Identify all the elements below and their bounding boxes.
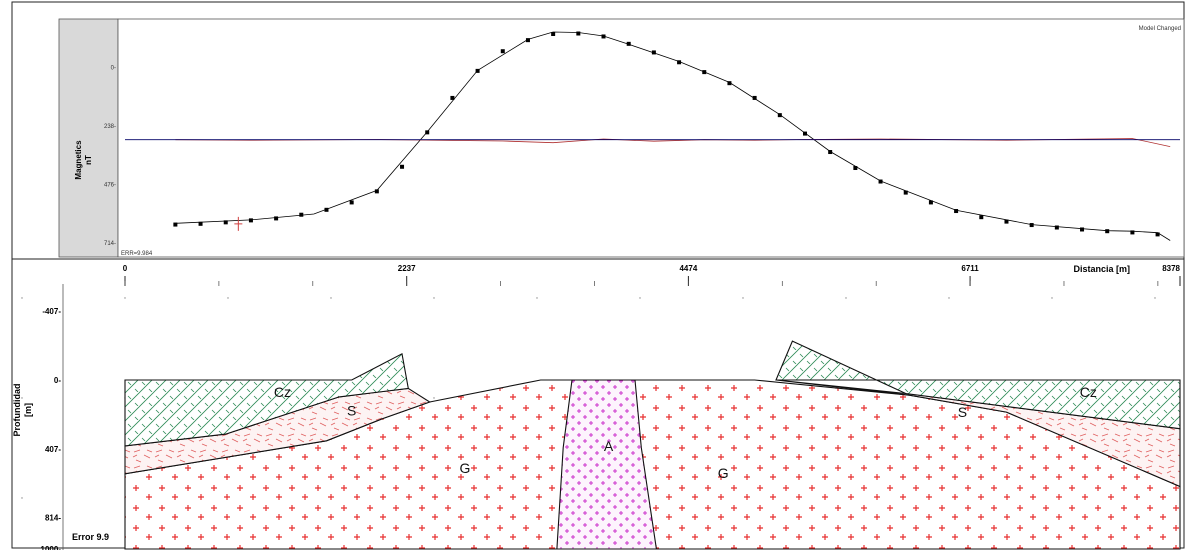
observed-point (979, 215, 984, 220)
observed-point (802, 131, 807, 136)
magnetics-axis-unit: nT (84, 155, 93, 165)
magnetics-y-tick-label: 476- (104, 182, 116, 188)
observed-point (500, 49, 505, 54)
observed-point (928, 200, 933, 205)
distance-axis-title: Distancia [m] (1073, 264, 1130, 274)
observed-point (274, 216, 279, 221)
observed-point (374, 189, 379, 194)
grid-dot (742, 297, 744, 299)
body-label-a: A (604, 438, 614, 454)
magnetics-y-ticks: 714- 476- 238- 0- (104, 65, 116, 247)
body-label-g: G (718, 465, 729, 481)
observed-point (173, 222, 178, 227)
observed-point (601, 34, 606, 39)
error-box (66, 528, 124, 544)
observed-point (1155, 232, 1160, 237)
distance-tick-label: 4474 (679, 264, 697, 273)
body-label-cz: Cz (1080, 384, 1097, 400)
grid-dot (639, 297, 641, 299)
observed-point (828, 150, 833, 155)
body-label-g: G (460, 460, 471, 476)
grid-dot (433, 297, 435, 299)
section-error: Error 9.9 (72, 532, 109, 542)
observed-point (903, 190, 908, 195)
depth-tick-label: 0- (54, 376, 61, 385)
observed-point (299, 212, 304, 217)
distance-ticks: 0 2237 4474 6711 8378 (123, 264, 1181, 286)
observed-point (651, 50, 656, 55)
distance-tick-label: 2237 (398, 264, 416, 273)
depth-tick-label: 1000- (41, 545, 62, 550)
magnetics-panel: Magnetics nT 714- 476- 238- 0- Model Change… (58, 18, 1185, 258)
grid-dot (845, 297, 847, 299)
magnetics-axis-title: Magnetics (74, 140, 83, 180)
magnetics-y-tick-label: 0- (111, 65, 116, 71)
grid-dot (1154, 297, 1156, 299)
observed-point (1054, 225, 1059, 230)
distance-tick-label: 0 (123, 264, 128, 273)
observed-point (1004, 219, 1009, 224)
observed-point (752, 95, 757, 100)
magnetics-axis-strip (58, 18, 119, 258)
observed-point (677, 60, 682, 65)
body-label-s: S (347, 402, 356, 418)
body-a (556, 379, 658, 550)
observed-point (626, 41, 631, 46)
magnetics-series (125, 31, 1180, 241)
observed-point (878, 179, 883, 184)
body-labels: Cz S G A G S Cz (274, 384, 1097, 481)
distance-tick-label: 6711 (961, 264, 979, 273)
observed-point (777, 113, 782, 118)
body-cz (775, 340, 1181, 430)
observed-point (954, 209, 959, 214)
body-label-cz: Cz (274, 384, 291, 400)
magnetics-y-tick-label: 714- (104, 241, 116, 247)
grid-dot (1051, 297, 1053, 299)
observed-point (551, 32, 556, 36)
magnetics-y-tick-label: 238- (104, 124, 116, 130)
geologic-bodies (124, 340, 1181, 550)
observed-point (576, 31, 581, 36)
depth-section-panel: Profundidad [m] -407- 0- 407- 814- 1000- Cz S… (12, 284, 1181, 554)
depth-tick-label: 407- (45, 445, 61, 454)
grid-dot (330, 297, 332, 299)
observed-point (853, 166, 858, 171)
observed-point (324, 207, 329, 212)
fit-error: ERR=9.984 (121, 251, 153, 257)
distance-axis: 0 2237 4474 6711 8378 Distancia [m] (12, 258, 1184, 286)
grid-dot (948, 297, 950, 299)
grid-dot (433, 397, 435, 399)
distance-tick-label: 8378 (1162, 264, 1180, 273)
grid-dot (124, 297, 126, 299)
grid-dot (21, 497, 23, 499)
observed-point (1080, 227, 1085, 232)
magnetics-plot-area (117, 18, 1185, 258)
body-label-s: S (958, 404, 967, 420)
grid-dot (21, 297, 23, 299)
observed-point (223, 220, 228, 225)
observed-point (525, 38, 530, 43)
depth-tick-label: -407- (42, 307, 61, 316)
observed-point (1029, 223, 1034, 228)
depth-tick-label: 814- (45, 514, 61, 523)
grid-dot (21, 397, 23, 399)
grid-dot (536, 297, 538, 299)
observed-point (727, 81, 732, 86)
magnetics-line-1 (175, 31, 1171, 241)
depth-axis-unit: [m] (23, 403, 33, 417)
observed-point (1105, 229, 1110, 234)
observed-point (248, 218, 253, 223)
body-cz (124, 352, 409, 447)
depth-axis-title: Profundidad (12, 384, 22, 437)
observed-point (450, 95, 455, 100)
station-marker (234, 216, 243, 231)
observed-point (400, 164, 405, 169)
observed-point (349, 200, 354, 205)
observed-point (198, 221, 203, 226)
grid-dot (227, 297, 229, 299)
model-status: Model Changed (1139, 26, 1181, 32)
observed-point (1130, 230, 1135, 235)
